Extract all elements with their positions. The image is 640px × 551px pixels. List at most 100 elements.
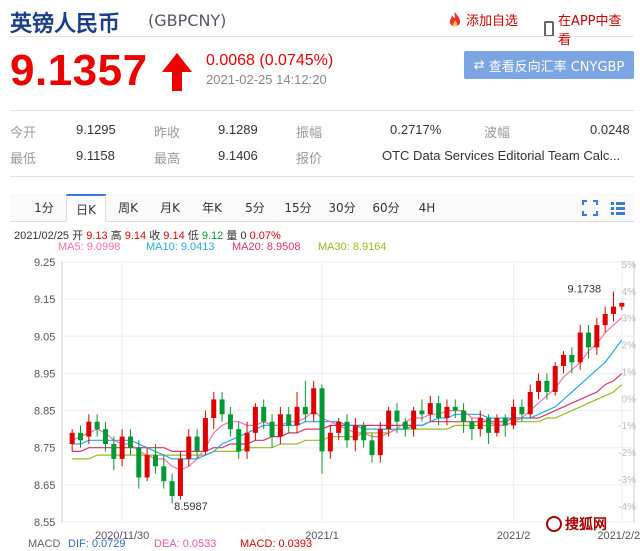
candle-body: [144, 455, 150, 478]
current-price: 9.1357: [10, 46, 148, 95]
stat-value: OTC Data Services Editorial Team Calc...: [382, 148, 621, 163]
candle-body: [444, 406, 450, 418]
candle-body: [527, 392, 533, 415]
add-favorite-button[interactable]: 添加自选: [448, 10, 518, 29]
candle-body: [261, 406, 267, 422]
low-label: 低: [187, 230, 199, 242]
add-favorite-label: 添加自选: [466, 14, 519, 29]
candle-body: [177, 458, 183, 496]
candle-body: [586, 332, 592, 348]
candle-body: [152, 455, 158, 467]
y-tick-label: 9.25: [34, 257, 55, 269]
candle-body: [394, 410, 400, 422]
candle-body: [602, 314, 608, 326]
tab-daily-k[interactable]: 日K: [66, 194, 106, 222]
candle-body: [519, 406, 525, 415]
macd-title: MACD: [28, 538, 61, 550]
candle-body: [611, 306, 617, 314]
high-annotation: 9.1738: [568, 283, 602, 295]
ma20-legend: MA20: 8.9508: [232, 241, 301, 253]
candle-body: [136, 447, 142, 478]
candle-body: [252, 406, 258, 433]
candle-body: [452, 406, 458, 411]
stats-table: 今开 9.1295 昨收 9.1289 振幅 0.2717% 波幅 0.0248…: [10, 118, 634, 170]
ma5-legend: MA5: 9.0998: [58, 241, 121, 253]
stat-label: 最低: [10, 152, 37, 167]
pct-tick-label: 2%: [622, 341, 637, 352]
currency-code: (GBPCNY): [148, 11, 227, 30]
candle-body: [561, 354, 567, 366]
quote-time: 2021-02-25 14:12:20: [206, 72, 327, 87]
high-value: 9.14: [124, 230, 147, 242]
candle-body: [219, 399, 225, 415]
stats-row: 今开 9.1295 昨收 9.1289 振幅 0.2717% 波幅 0.0248: [10, 118, 634, 144]
y-tick-label: 8.75: [34, 443, 55, 455]
candle-body: [311, 388, 317, 415]
y-tick-label: 9.15: [34, 294, 55, 306]
stat-label: 波幅: [484, 126, 511, 141]
dif-legend: DIF: 0.0729: [68, 538, 126, 550]
volume-label: 量: [226, 230, 238, 242]
tab-15min[interactable]: 15分: [284, 201, 312, 215]
reverse-rate-button[interactable]: ⇄ 查看反向汇率 CNYGBP: [464, 51, 634, 79]
candle-body: [411, 410, 417, 430]
volume-value: 0: [240, 230, 247, 242]
tab-1min[interactable]: 1分: [34, 201, 54, 215]
candle-body: [211, 399, 217, 418]
tab-60min[interactable]: 60分: [372, 201, 400, 215]
close-label: 收: [149, 230, 161, 242]
candle-body: [419, 410, 425, 415]
candlestick-chart[interactable]: 9.25 9.15 9.05 8.95 8.85 8.75 8.65 8.55 5% 4% 3% 2%…: [0, 250, 640, 550]
tab-weekly-k[interactable]: 周K: [118, 201, 138, 215]
candle-body: [161, 466, 167, 482]
x-tick-label: 2021/1: [305, 530, 339, 542]
sohu-watermark-text: 搜狐网: [565, 517, 607, 533]
candle-body: [544, 380, 550, 392]
close-value: 9.14: [163, 230, 185, 242]
stat-label: 昨收: [154, 126, 181, 141]
candle-body: [577, 332, 583, 363]
candle-body: [369, 440, 375, 456]
candle-body: [194, 436, 200, 452]
y-tick-label: 8.85: [34, 406, 55, 418]
menu-icon[interactable]: [610, 200, 626, 216]
candle-body: [552, 366, 558, 392]
up-arrow-icon: [162, 53, 192, 91]
ma10-legend: MA10: 9.0413: [146, 241, 215, 253]
view-in-app-label: 在APP中查看: [557, 14, 622, 48]
header: 英镑人民币 (GBPCNY) 添加自选 在APP中查看: [10, 4, 634, 48]
candle-body: [594, 325, 600, 348]
fullscreen-icon[interactable]: [582, 200, 598, 216]
divider: [10, 110, 634, 111]
candle-body: [461, 410, 467, 422]
macd-value-legend: MACD: 0.0393: [240, 538, 313, 550]
tab-monthly-k[interactable]: 月K: [160, 201, 180, 215]
candle-body: [327, 432, 333, 452]
view-in-app-button[interactable]: 在APP中查看: [544, 10, 634, 48]
pct-change: 0.07%: [249, 230, 281, 242]
tab-yearly-k[interactable]: 年K: [202, 201, 222, 215]
stats-row: 最低 9.1158 最高 9.1406 报价 OTC Data Services…: [10, 144, 634, 170]
stat-value: 9.1295: [76, 122, 116, 137]
candle-body: [202, 418, 208, 452]
candle-body: [469, 421, 475, 430]
pct-tick-label: 5%: [622, 260, 637, 271]
tab-5min[interactable]: 5分: [245, 201, 265, 215]
candle-body: [377, 429, 383, 456]
candle-body: [169, 481, 175, 496]
candle-body: [294, 406, 300, 426]
candle-body: [536, 380, 542, 392]
candle-body: [619, 302, 625, 307]
candle-body: [244, 432, 250, 452]
low-value: 9.12: [201, 230, 224, 242]
candle-body: [436, 403, 442, 418]
divider: [10, 176, 634, 177]
tab-30min[interactable]: 30分: [328, 201, 356, 215]
pct-tick-label: 0%: [622, 394, 637, 405]
tab-4h[interactable]: 4H: [418, 201, 436, 215]
candle-body: [102, 429, 108, 444]
candle-body: [269, 421, 275, 437]
stat-value: 9.1289: [218, 122, 258, 137]
y-tick-label: 9.05: [34, 331, 55, 343]
candle-body: [494, 418, 500, 433]
